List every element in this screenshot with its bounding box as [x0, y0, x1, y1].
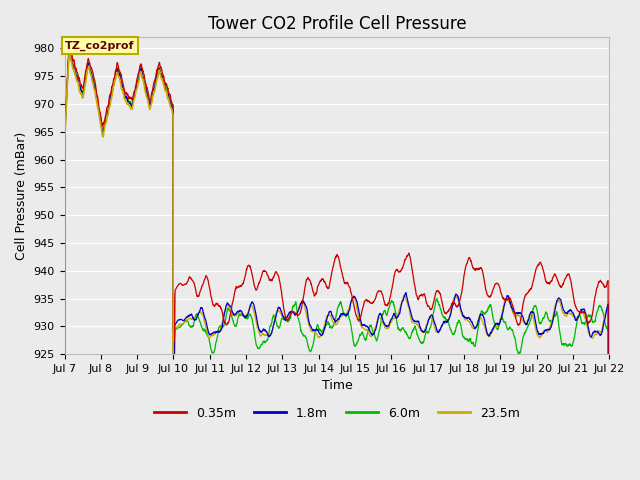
- Title: Tower CO2 Profile Cell Pressure: Tower CO2 Profile Cell Pressure: [207, 15, 467, 33]
- X-axis label: Time: Time: [321, 379, 353, 392]
- Legend: 0.35m, 1.8m, 6.0m, 23.5m: 0.35m, 1.8m, 6.0m, 23.5m: [149, 402, 525, 424]
- Y-axis label: Cell Pressure (mBar): Cell Pressure (mBar): [15, 132, 28, 260]
- Text: TZ_co2prof: TZ_co2prof: [65, 40, 135, 51]
